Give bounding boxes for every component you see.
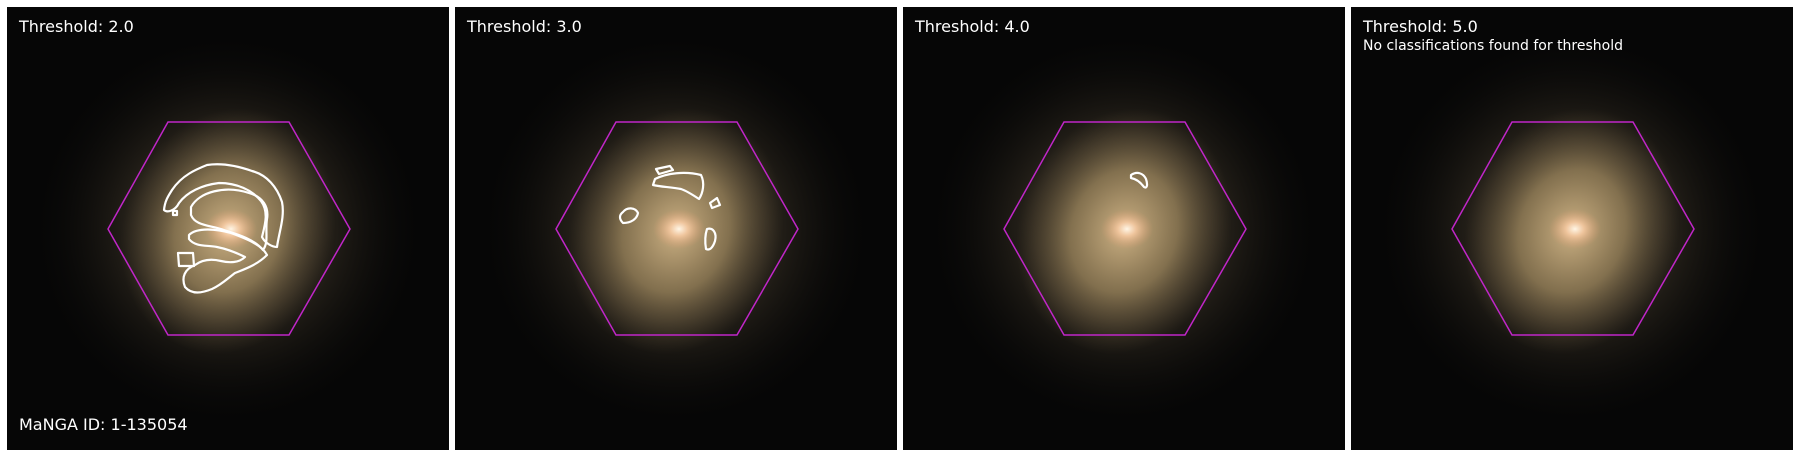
hexagon-outline [1003,121,1247,336]
hexagon-outline [107,121,351,336]
panel-threshold-5: Threshold: 5.0 No classifications found … [1351,7,1793,450]
panel-threshold-4: Threshold: 4.0 [903,7,1345,450]
galaxy-image [455,7,897,450]
hexagon-outline [1451,121,1695,336]
contour-lines [162,163,284,294]
panel-threshold-3: Threshold: 3.0 [455,7,897,450]
panel-threshold-2: Threshold: 2.0 MaNGA ID: 1-135054 [7,7,449,450]
contour-lines [1129,171,1149,189]
hexagon-outline [555,121,799,336]
galaxy-image [1351,7,1793,450]
galaxy-image [903,7,1345,450]
contour-lines [618,164,722,251]
galaxy-image [7,7,449,450]
